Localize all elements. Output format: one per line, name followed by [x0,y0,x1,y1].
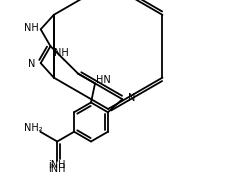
Text: NH: NH [24,23,39,33]
Text: HN: HN [96,75,110,85]
Text: NH: NH [54,48,68,58]
Text: iNH: iNH [48,160,66,170]
Text: iNH: iNH [48,164,66,174]
Text: NH₂: NH₂ [24,123,43,133]
Text: N: N [127,93,135,103]
Text: N: N [28,59,35,69]
